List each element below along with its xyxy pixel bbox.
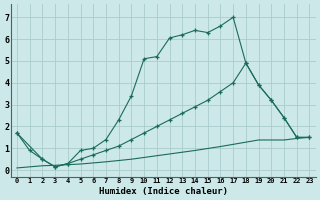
X-axis label: Humidex (Indice chaleur): Humidex (Indice chaleur) xyxy=(99,187,228,196)
